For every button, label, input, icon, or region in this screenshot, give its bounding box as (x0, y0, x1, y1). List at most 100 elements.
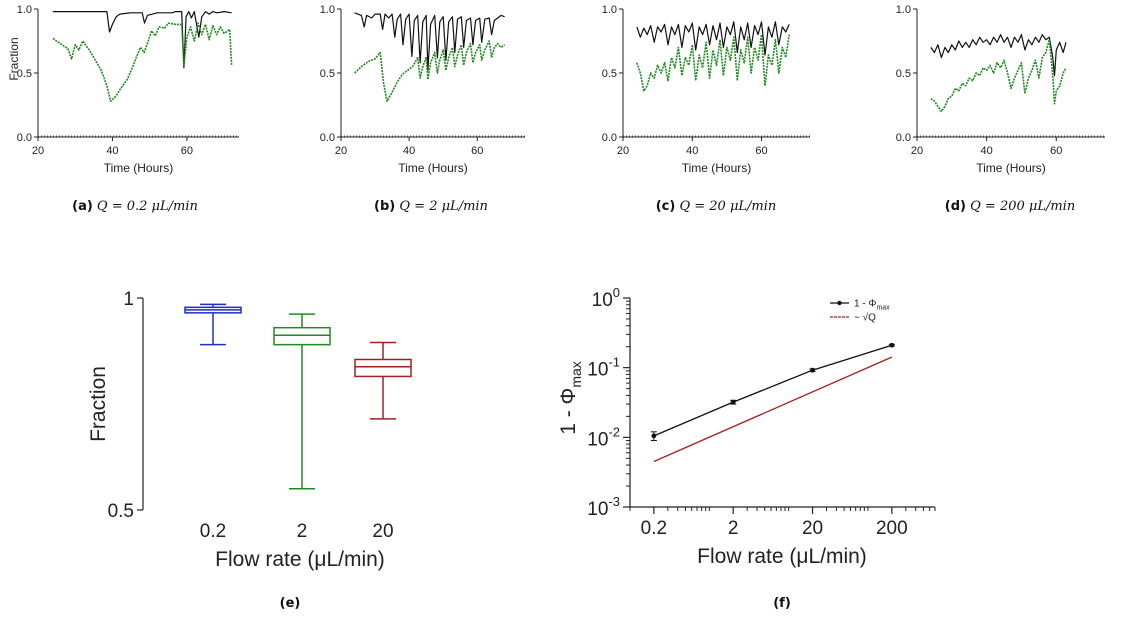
panel-label: (b) (374, 199, 395, 214)
y-tick-label: 1.0 (896, 4, 911, 16)
x-axis-label: Flow rate (μL/min) (697, 545, 867, 568)
x-tick-label: 40 (403, 145, 415, 157)
series-black-line (653, 344, 892, 437)
panel-label: (e) (280, 596, 301, 611)
panel-formula: Q = 0.2 μL/min (97, 199, 198, 214)
y-tick-base: 10 (587, 429, 608, 450)
panel-d: 0.0 0.5 1.0 20 40 60 Time (Hours) (896, 4, 1105, 175)
y-tick-label: 0.5 (320, 68, 335, 80)
x-tick-label: 60 (181, 145, 193, 157)
panel-label: (c) (656, 199, 676, 214)
y-tick-base: 10 (587, 499, 608, 520)
y-tick-exp: -3 (608, 494, 620, 509)
y-tick-label: 10-1 (587, 355, 620, 381)
panel-e: 0.5 1 0.2 2 20 Flow rate (μL/min) Fraction (e) (87, 289, 412, 611)
y-tick-label: 10-2 (587, 424, 620, 450)
legend-label: ~ √Q (854, 312, 876, 324)
y-tick-exp: -1 (608, 355, 620, 370)
x-tick-label: 200 (876, 518, 908, 539)
y-axis-label: 1 - Φmax (557, 361, 584, 435)
series-black-line (52, 11, 232, 69)
y-tick-label: 0.5 (108, 501, 134, 522)
y-tick-label: 100 (592, 285, 620, 311)
x-tick-label: 20 (372, 521, 393, 542)
legend-label: 1 - Φmax (854, 299, 890, 312)
box-iqr (354, 358, 412, 378)
series-black-line (636, 21, 790, 56)
y-tick-label: 0.5 (602, 68, 617, 80)
series-green-line (930, 38, 1067, 113)
x-axis-label: Time (Hours) (682, 161, 752, 175)
x-tick-label: 60 (755, 145, 767, 157)
x-tick-label: 2 (297, 521, 308, 542)
x-tick-label: 60 (1050, 145, 1062, 157)
panel-caption: (d) Q = 200 μL/min (945, 199, 1075, 214)
legend-marker (837, 300, 842, 306)
y-tick-exp: -2 (608, 424, 620, 439)
x-tick-label: 2 (728, 518, 739, 539)
y-tick-label: 0.0 (896, 132, 911, 144)
legend: 1 - Φmax~ √Q (830, 299, 890, 324)
y-tick-label: 0.5 (17, 68, 32, 80)
panel-formula: Q = 20 μL/min (679, 199, 776, 214)
x-tick-label: 20 (32, 145, 44, 157)
y-tick-label: 1.0 (17, 4, 32, 16)
x-axis-label: Flow rate (μL/min) (215, 548, 385, 571)
panel-formula: Q = 200 μL/min (970, 199, 1075, 214)
x-tick-label: 20 (911, 145, 923, 157)
panel-a: 0.0 0.5 1.0 20 40 60 Time (Hours) Fraction (7, 4, 239, 175)
panel-label: (a) (72, 199, 93, 214)
panel-caption: (a) Q = 0.2 μL/min (72, 199, 198, 214)
y-tick-label: 0.0 (320, 132, 335, 144)
box-2 (273, 313, 331, 490)
series-green-line (354, 40, 506, 102)
y-axis-label-sub: max (568, 361, 584, 387)
series-red-line (653, 356, 893, 463)
legend-label-sub: max (876, 305, 890, 312)
y-tick-label: 10-3 (587, 494, 620, 520)
series-black-line (354, 12, 505, 72)
x-axis-label: Time (Hours) (398, 161, 468, 175)
y-tick-label: 1.0 (320, 4, 335, 16)
data-point (730, 399, 736, 405)
x-axis-label: Time (Hours) (976, 161, 1046, 175)
x-tick-label: 20 (335, 145, 347, 157)
x-tick-label: 20 (617, 145, 629, 157)
x-tick-label: 0.2 (200, 521, 226, 542)
x-tick-label: 40 (686, 145, 698, 157)
y-tick-base: 10 (592, 290, 613, 311)
y-tick-label: 1.0 (602, 4, 617, 16)
x-axis-label: Time (Hours) (104, 161, 174, 175)
x-tick-label: 20 (802, 518, 823, 539)
panel-formula: Q = 2 μL/min (399, 199, 488, 214)
y-tick-label: 0.0 (17, 132, 32, 144)
x-tick-label: 60 (471, 145, 483, 157)
y-tick-label: 0.0 (602, 132, 617, 144)
y-tick-base: 10 (587, 360, 608, 381)
panel-caption: (b) Q = 2 μL/min (374, 199, 488, 214)
x-tick-label: 0.2 (641, 518, 667, 539)
x-tick-label: 40 (106, 145, 118, 157)
legend-label-base: 1 - Φ (854, 299, 876, 310)
y-axis-label: Fraction (7, 37, 21, 80)
series-black-line (930, 33, 1067, 77)
data-point (651, 433, 657, 439)
legend-label-base: ~ √Q (854, 312, 876, 324)
y-tick-label: 0.5 (896, 68, 911, 80)
data-point (889, 342, 895, 348)
y-tick-exp: 0 (613, 285, 620, 300)
x-tick-label: 40 (981, 145, 993, 157)
panel-label: (d) (945, 199, 966, 214)
box-iqr (273, 326, 331, 346)
panel-label: (f) (773, 596, 791, 611)
box-20 (354, 341, 412, 420)
y-axis-label: Fraction (87, 366, 110, 442)
box-0.2 (184, 303, 242, 346)
series-green-line (636, 33, 790, 92)
y-axis-label-base: 1 - Φ (557, 388, 580, 435)
data-point (810, 367, 815, 373)
